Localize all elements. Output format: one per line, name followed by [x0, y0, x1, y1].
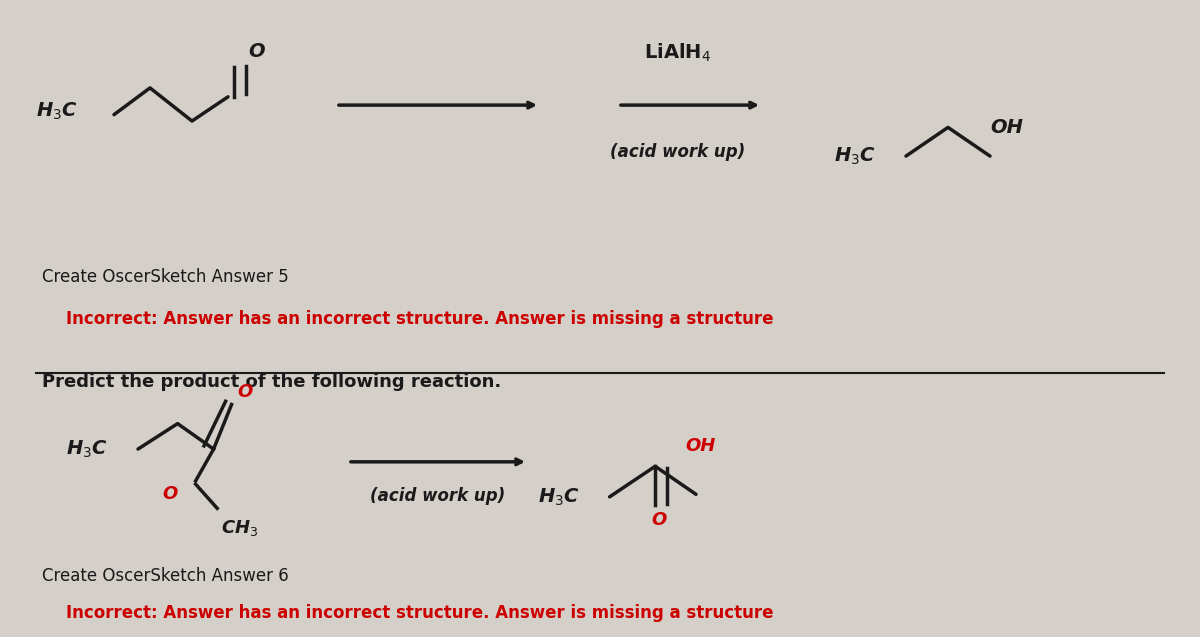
Text: H$_3$C: H$_3$C — [36, 101, 78, 122]
Text: O: O — [238, 383, 253, 401]
Text: H$_3$C: H$_3$C — [834, 145, 876, 167]
Text: (acid work up): (acid work up) — [611, 143, 745, 161]
Text: Incorrect: Answer has an incorrect structure. Answer is missing a structure: Incorrect: Answer has an incorrect struc… — [66, 310, 774, 327]
Text: Create OscerSketch Answer 6: Create OscerSketch Answer 6 — [42, 568, 289, 585]
Text: O: O — [652, 511, 666, 529]
Text: O: O — [248, 41, 265, 61]
Text: Incorrect: Answer has an incorrect structure. Answer is missing a structure: Incorrect: Answer has an incorrect struc… — [66, 604, 774, 622]
Text: LiAlH$_4$: LiAlH$_4$ — [644, 41, 712, 64]
Text: (acid work up): (acid work up) — [371, 487, 505, 505]
Text: OH: OH — [990, 118, 1022, 137]
Text: Predict the product of the following reaction.: Predict the product of the following rea… — [42, 373, 502, 391]
Text: CH$_3$: CH$_3$ — [221, 518, 258, 538]
Text: O: O — [162, 485, 178, 503]
Text: H$_3$C: H$_3$C — [66, 438, 108, 460]
Text: Create OscerSketch Answer 5: Create OscerSketch Answer 5 — [42, 268, 289, 286]
Text: H$_3$C: H$_3$C — [538, 486, 580, 508]
Text: OH: OH — [685, 437, 715, 455]
